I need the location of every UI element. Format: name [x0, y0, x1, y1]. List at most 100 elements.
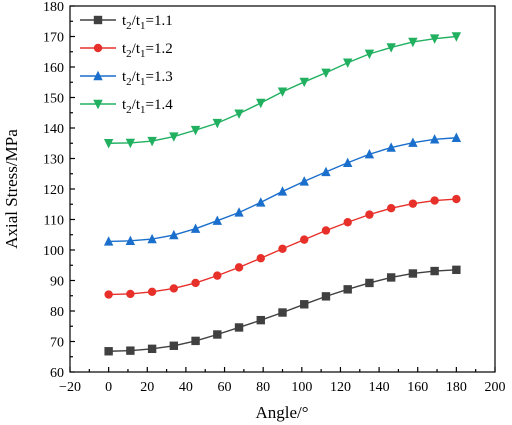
y-tick-label: 150 [43, 92, 64, 107]
data-point [386, 273, 396, 282]
x-tick-label: 80 [256, 380, 270, 395]
ticks-layer: −20 0 20 40 60 80 100 120 140 160 180 200 60 70 80 90 10… [43, 0, 506, 395]
data-point [126, 289, 135, 299]
y-tick-label: 170 [43, 31, 64, 46]
data-point [191, 336, 200, 346]
legend-marker [93, 43, 103, 53]
data-point [190, 125, 201, 136]
series-4 [103, 32, 462, 149]
x-tick-label: −20 [59, 380, 81, 395]
data-point [429, 34, 440, 44]
plot-frame [69, 5, 496, 373]
data-point [104, 347, 113, 356]
data-point [169, 284, 179, 293]
data-point [386, 204, 396, 213]
data-point [364, 49, 375, 60]
data-point [169, 229, 179, 240]
data-point [190, 223, 201, 233]
data-point [408, 137, 418, 147]
data-point [256, 254, 265, 263]
data-point [277, 186, 288, 196]
data-point [125, 235, 136, 246]
legend-item: t2/t1=1.2 [80, 41, 173, 60]
data-point [452, 194, 461, 204]
data-point [408, 269, 418, 278]
data-point [212, 118, 223, 129]
data-point [364, 149, 375, 159]
legend-label: t2/t1=1.4 [122, 97, 173, 116]
data-point [125, 138, 136, 149]
data-point [429, 134, 440, 144]
data-point [126, 346, 135, 355]
data-point [234, 323, 244, 332]
data-point [147, 136, 157, 147]
data-point [430, 196, 439, 205]
series-layer [103, 32, 462, 356]
data-point [104, 290, 113, 299]
series-1 [104, 265, 461, 356]
data-point [147, 233, 157, 244]
data-point [321, 292, 331, 301]
data-point [452, 265, 461, 275]
y-tick-label: 100 [43, 244, 64, 259]
data-point [256, 98, 266, 109]
data-point [299, 176, 309, 186]
legend-item: t2/t1=1.4 [80, 97, 173, 116]
y-tick-label: 110 [44, 214, 64, 229]
data-point [234, 263, 244, 272]
data-point [256, 315, 265, 325]
data-point [191, 278, 200, 288]
legend-item: t2/t1=1.1 [80, 13, 173, 32]
legend-marker [93, 99, 103, 110]
data-point [299, 77, 309, 88]
data-point [342, 58, 353, 68]
legend: t2/t1=1.1 t2/t1=1.2 t2/t1=1.3 t2/t1=1.4 [80, 13, 173, 116]
data-point [213, 271, 222, 280]
y-axis-title: Axial Stress/MPa [2, 129, 21, 249]
data-point [277, 87, 288, 97]
legend-marker [93, 70, 103, 81]
y-tick-label: 160 [43, 61, 64, 76]
x-tick-label: 200 [485, 380, 506, 395]
x-tick-label: 40 [179, 380, 193, 395]
legend-label: t2/t1=1.1 [122, 13, 173, 32]
data-point [256, 197, 266, 207]
data-point [321, 226, 331, 235]
data-point [386, 142, 396, 152]
data-point [451, 32, 462, 42]
data-point [103, 139, 114, 149]
legend-item: t2/t1=1.3 [80, 69, 173, 88]
legend-marker [93, 15, 103, 25]
x-tick-label: 160 [407, 380, 428, 395]
data-point [408, 37, 418, 48]
data-point [103, 236, 114, 246]
data-point [147, 344, 157, 354]
x-tick-label: 120 [330, 380, 351, 395]
y-tick-label: 140 [43, 122, 64, 137]
series-3 [103, 132, 462, 246]
data-point [342, 157, 353, 167]
y-tick-label: 60 [50, 366, 64, 381]
x-tick-label: 0 [105, 380, 112, 395]
y-tick-label: 130 [43, 153, 64, 168]
x-tick-label: 100 [291, 380, 312, 395]
legend-label: t2/t1=1.3 [122, 69, 173, 88]
y-tick-label: 80 [50, 305, 64, 320]
y-tick-label: 70 [50, 336, 64, 351]
data-point [343, 218, 352, 227]
y-tick-label: 90 [50, 275, 64, 290]
data-point [169, 341, 179, 350]
data-point [321, 68, 331, 78]
data-point [213, 330, 222, 339]
series-2 [104, 194, 461, 299]
y-tick-label: 120 [43, 183, 64, 198]
data-point [386, 43, 396, 53]
data-point [365, 278, 374, 288]
data-point [278, 244, 287, 253]
x-tick-label: 20 [140, 380, 154, 395]
data-point [365, 210, 374, 219]
data-point [278, 308, 287, 317]
data-point [321, 166, 331, 177]
x-axis-title: Angle/° [255, 403, 308, 422]
